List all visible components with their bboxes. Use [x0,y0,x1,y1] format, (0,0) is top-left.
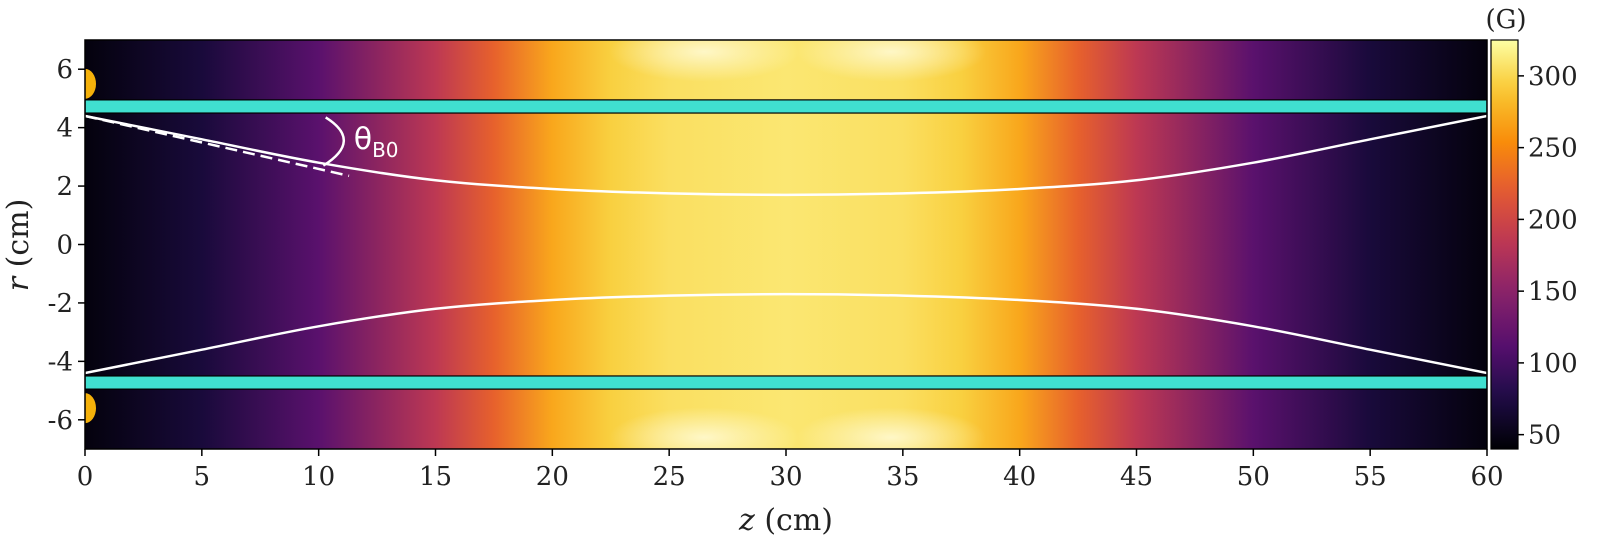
x-axis-variable: z [738,503,755,538]
y-axis-variable: r [1,275,36,291]
y-tick-label: -4 [48,347,73,377]
y-tick-label: 2 [56,172,73,202]
y-tick-label: 6 [56,55,73,85]
angle-arc [322,116,345,167]
coil-glow-regions [609,40,987,449]
x-tick-label: 10 [302,462,335,492]
x-tick-label: 25 [653,462,686,492]
colorbar-tick-label: 50 [1528,421,1561,451]
theta-symbol: θ [354,122,372,157]
x-axis-label: z (cm) [738,503,833,538]
y-tick-label: 4 [56,114,73,144]
y-axis-label: r (cm) [1,199,36,292]
field-lines [85,114,1487,375]
tangent-line [85,114,350,178]
glow-region [609,40,800,82]
coil-markers [85,68,96,424]
y-tick-label: -2 [48,289,73,319]
colorbar-tick-label: 250 [1528,134,1578,164]
chamber-walls [85,99,1487,390]
x-tick-label: 20 [536,462,569,492]
colorbar-ticks: 50 100 150 200 250 300 [1518,62,1578,451]
colorbar-unit-label: (G) [1485,5,1526,35]
tangent-dashed-line [85,114,350,178]
colorbar-scale [1490,39,1519,450]
theta-subscript: B0 [372,138,398,162]
y-axis-unit: (cm) [1,199,36,277]
x-tick-label: 40 [1003,462,1036,492]
colorbar-tick-label: 150 [1528,277,1578,307]
theta-b0-label: θB0 [354,122,399,162]
coil-marker [85,393,96,424]
plot-area [85,40,1487,449]
y-tick-label: -6 [48,406,73,436]
field-line [85,114,1487,197]
glow-region [796,407,987,449]
x-axis: 0 5 10 15 20 25 30 35 40 45 50 55 60 [77,449,1504,492]
colorbar: 50 100 150 200 250 300 (G) [1485,5,1577,451]
chamber-wall [85,375,1487,390]
y-axis: 6 4 2 0 -2 -4 -6 [48,55,85,436]
colorbar-tick-label: 200 [1528,205,1578,235]
chamber-wall [85,99,1487,114]
x-tick-label: 55 [1354,462,1387,492]
y-tick-label: 0 [56,231,73,261]
x-tick-label: 35 [886,462,919,492]
x-tick-label: 60 [1470,462,1503,492]
x-tick-label: 0 [77,462,94,492]
x-tick-label: 5 [194,462,211,492]
x-tick-label: 30 [769,462,802,492]
glow-region [796,40,987,82]
colorbar-tick-label: 300 [1528,62,1578,92]
coil-marker [85,68,96,99]
field-line [85,292,1487,375]
x-tick-label: 45 [1120,462,1153,492]
x-axis-unit: (cm) [755,503,833,538]
colorbar-tick-label: 100 [1528,349,1578,379]
theta-b0-annotation: θB0 [322,116,399,167]
x-tick-label: 15 [419,462,452,492]
x-tick-label: 50 [1237,462,1270,492]
glow-region [609,407,800,449]
